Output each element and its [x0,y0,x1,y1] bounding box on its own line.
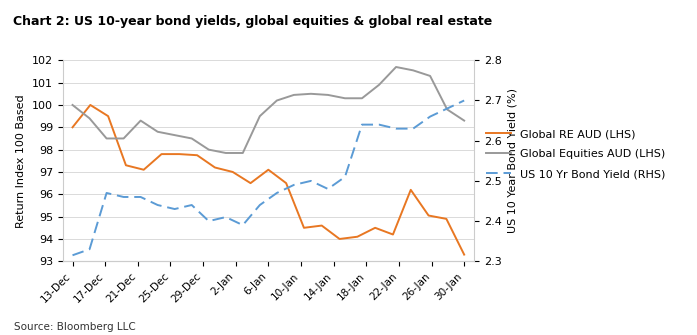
Global RE AUD (LHS) [122,163,130,167]
US 10 Yr Bond Yield (RHS) [409,127,418,131]
Line: US 10 Yr Bond Yield (RHS): US 10 Yr Bond Yield (RHS) [72,100,464,255]
US 10 Yr Bond Yield (RHS) [426,115,434,119]
Legend: Global RE AUD (LHS), Global Equities AUD (LHS), US 10 Yr Bond Yield (RHS): Global RE AUD (LHS), Global Equities AUD… [487,129,665,179]
Global RE AUD (LHS) [389,232,397,237]
Global Equities AUD (LHS) [238,151,247,155]
Y-axis label: US 10 Year Bond Yield (%): US 10 Year Bond Yield (%) [507,88,517,233]
Global Equities AUD (LHS) [341,96,349,100]
Global Equities AUD (LHS) [102,136,111,140]
Global Equities AUD (LHS) [256,114,264,118]
US 10 Yr Bond Yield (RHS) [222,215,230,219]
Global Equities AUD (LHS) [273,98,281,103]
Global Equities AUD (LHS) [85,116,93,120]
US 10 Yr Bond Yield (RHS) [102,191,111,195]
Global Equities AUD (LHS) [443,108,452,112]
Global Equities AUD (LHS) [204,148,213,152]
Global RE AUD (LHS) [318,223,326,227]
Global RE AUD (LHS) [158,152,166,156]
Global RE AUD (LHS) [442,217,450,221]
Global Equities AUD (LHS) [222,151,230,155]
US 10 Yr Bond Yield (RHS) [273,191,281,195]
Global Equities AUD (LHS) [426,74,434,78]
Global RE AUD (LHS) [335,237,344,241]
Global Equities AUD (LHS) [68,103,77,107]
Text: Chart 2: US 10-year bond yields, global equities & global real estate: Chart 2: US 10-year bond yields, global … [13,15,493,28]
Global Equities AUD (LHS) [409,68,418,72]
US 10 Yr Bond Yield (RHS) [341,175,349,179]
Global Equities AUD (LHS) [290,93,298,97]
Global Equities AUD (LHS) [460,119,468,123]
Global RE AUD (LHS) [193,153,201,157]
US 10 Yr Bond Yield (RHS) [137,195,145,199]
Global RE AUD (LHS) [353,235,362,239]
Global RE AUD (LHS) [86,103,95,107]
US 10 Yr Bond Yield (RHS) [460,98,468,103]
US 10 Yr Bond Yield (RHS) [153,203,162,207]
Global Equities AUD (LHS) [392,65,400,69]
US 10 Yr Bond Yield (RHS) [307,179,315,183]
Line: Global Equities AUD (LHS): Global Equities AUD (LHS) [72,67,464,153]
Global Equities AUD (LHS) [307,92,315,96]
Global RE AUD (LHS) [246,181,254,185]
Y-axis label: Return Index 100 Based: Return Index 100 Based [16,94,26,227]
Global RE AUD (LHS) [282,181,291,185]
US 10 Yr Bond Yield (RHS) [204,219,213,223]
Global RE AUD (LHS) [210,165,219,170]
Text: Source: Bloomberg LLC: Source: Bloomberg LLC [14,322,136,332]
Global Equities AUD (LHS) [171,133,179,137]
US 10 Yr Bond Yield (RHS) [443,107,452,111]
Global Equities AUD (LHS) [137,119,145,123]
Global RE AUD (LHS) [68,125,77,129]
US 10 Yr Bond Yield (RHS) [358,123,366,127]
Global RE AUD (LHS) [406,188,415,192]
US 10 Yr Bond Yield (RHS) [324,187,332,191]
Global RE AUD (LHS) [371,226,379,230]
US 10 Yr Bond Yield (RHS) [238,223,247,227]
Global RE AUD (LHS) [104,114,112,118]
US 10 Yr Bond Yield (RHS) [85,247,93,251]
Global Equities AUD (LHS) [119,136,128,140]
Global Equities AUD (LHS) [324,93,332,97]
US 10 Yr Bond Yield (RHS) [119,195,128,199]
Global RE AUD (LHS) [264,168,273,172]
Global RE AUD (LHS) [424,213,433,217]
Global RE AUD (LHS) [229,170,237,174]
Global Equities AUD (LHS) [375,83,383,87]
US 10 Yr Bond Yield (RHS) [392,127,400,131]
Global RE AUD (LHS) [300,226,308,230]
Global RE AUD (LHS) [175,152,183,156]
Global RE AUD (LHS) [139,168,148,172]
US 10 Yr Bond Yield (RHS) [256,203,264,207]
Global Equities AUD (LHS) [153,130,162,134]
Line: Global RE AUD (LHS): Global RE AUD (LHS) [72,105,464,255]
US 10 Yr Bond Yield (RHS) [187,203,196,207]
Global Equities AUD (LHS) [187,136,196,140]
US 10 Yr Bond Yield (RHS) [171,207,179,211]
US 10 Yr Bond Yield (RHS) [68,253,77,257]
Global RE AUD (LHS) [460,253,468,257]
Global Equities AUD (LHS) [358,96,366,100]
US 10 Yr Bond Yield (RHS) [375,123,383,127]
US 10 Yr Bond Yield (RHS) [290,183,298,187]
